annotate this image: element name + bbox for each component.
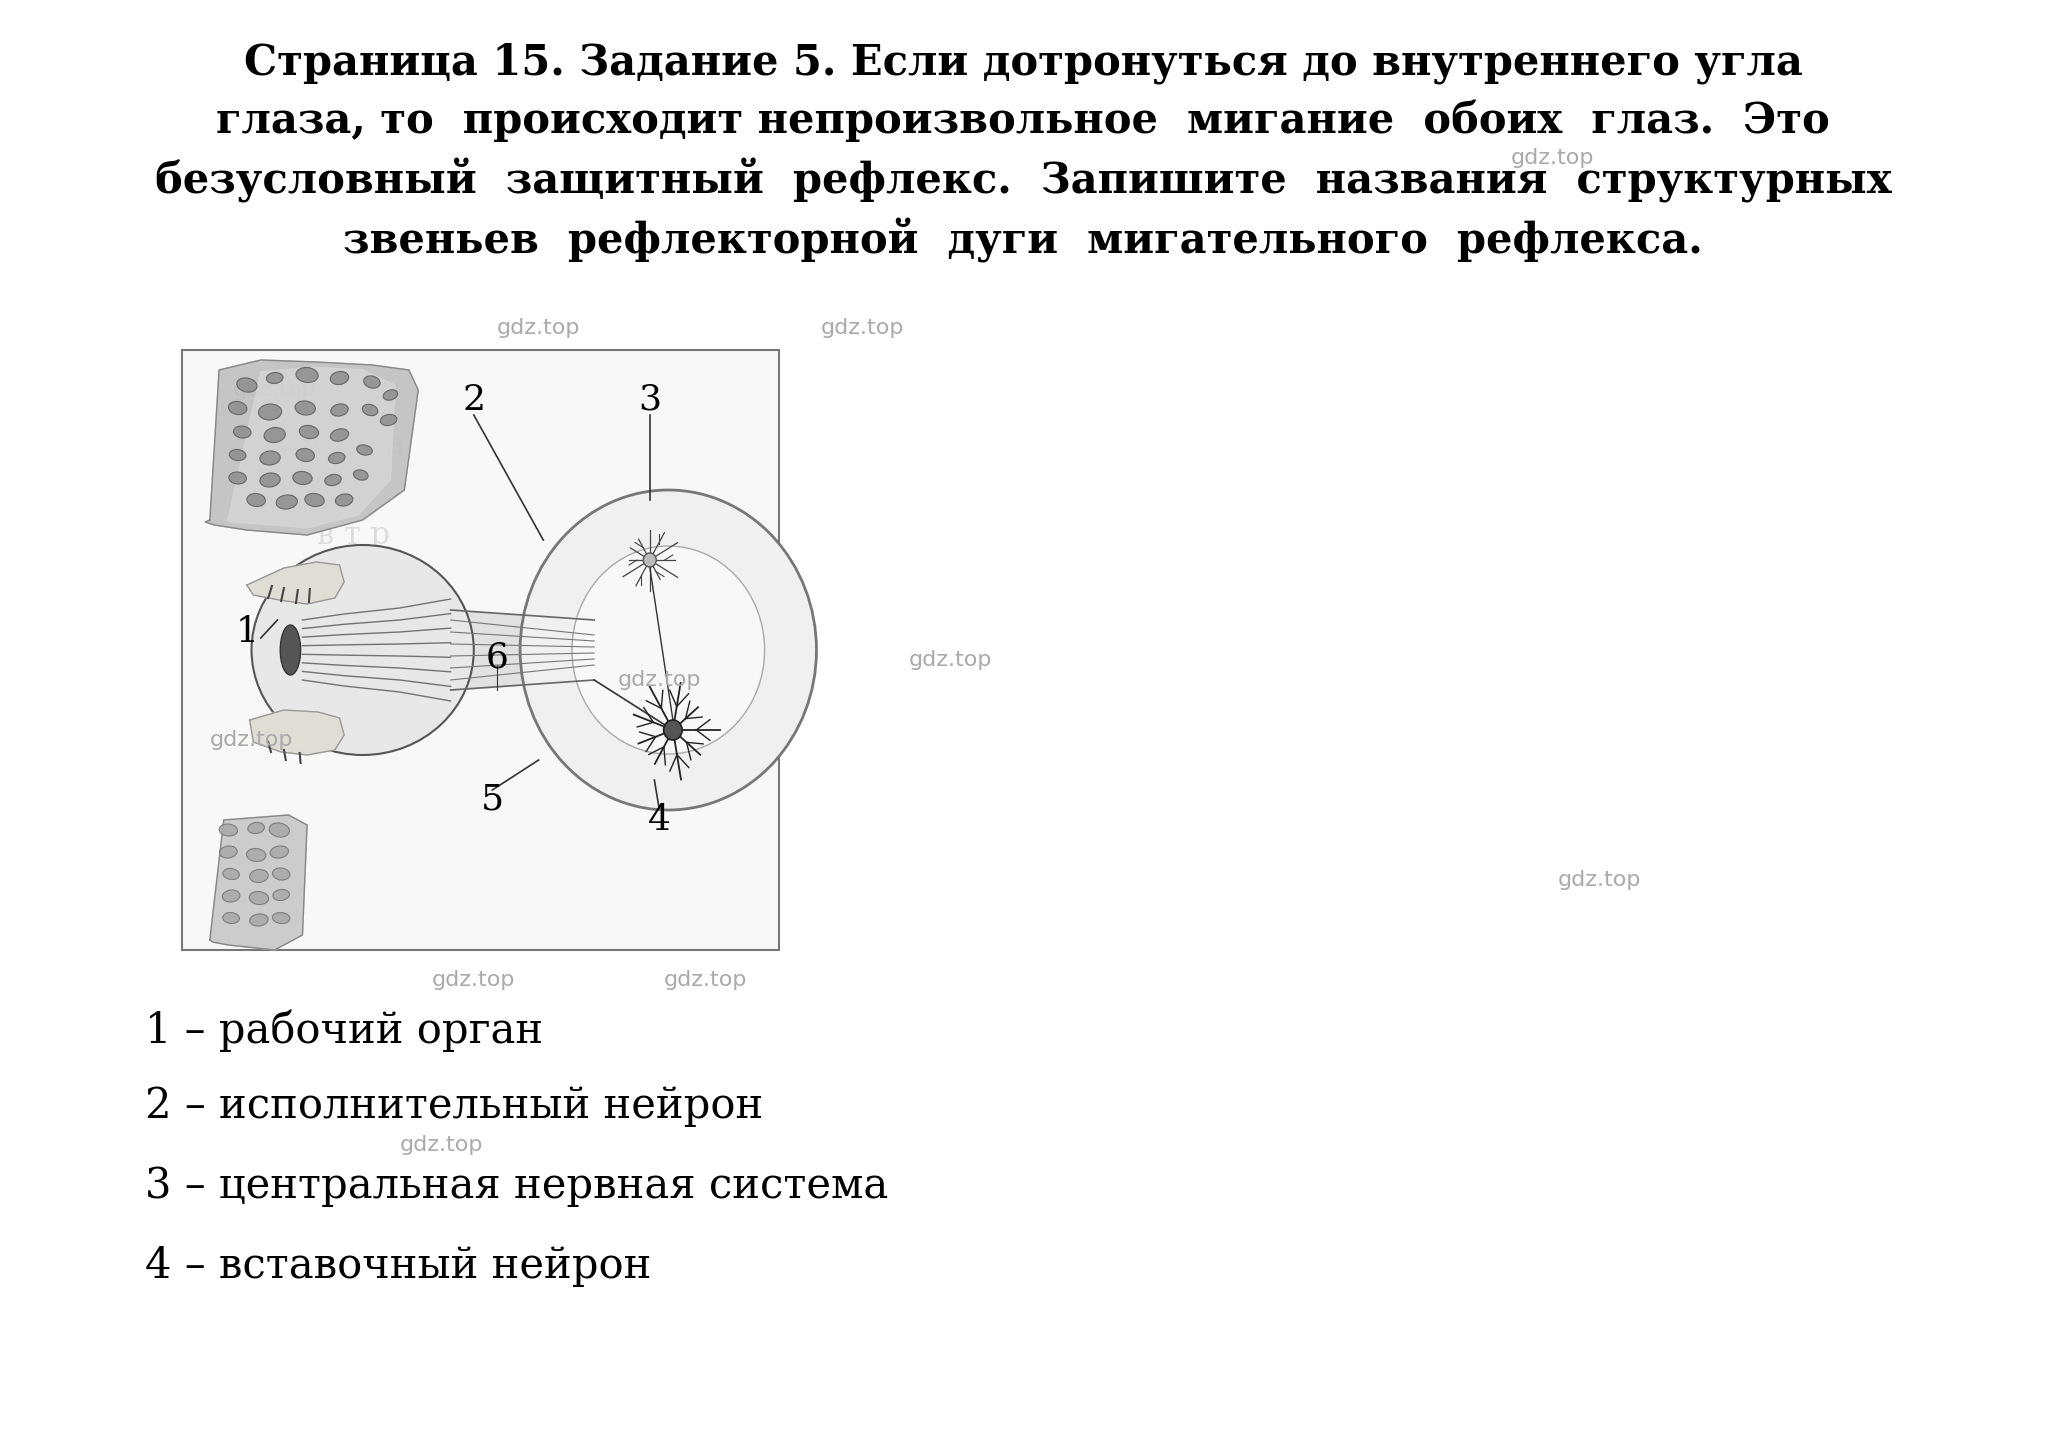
Text: gdz.top: gdz.top xyxy=(1557,870,1641,891)
Ellipse shape xyxy=(272,912,291,924)
Text: о д о б: о д о б xyxy=(301,610,405,641)
Ellipse shape xyxy=(381,414,397,426)
Text: 5: 5 xyxy=(481,783,503,817)
Ellipse shape xyxy=(276,495,297,509)
Ellipse shape xyxy=(293,471,313,484)
Text: звеньев  рефлекторной  дуги  мигательного  рефлекса.: звеньев рефлекторной дуги мигательного р… xyxy=(344,218,1702,263)
Text: gdz.top: gdz.top xyxy=(618,670,702,690)
Ellipse shape xyxy=(219,846,237,859)
Ellipse shape xyxy=(329,372,348,385)
Ellipse shape xyxy=(223,869,239,879)
Text: gdz.top: gdz.top xyxy=(497,318,581,339)
Text: gdz.top: gdz.top xyxy=(1512,148,1594,169)
Ellipse shape xyxy=(260,450,280,465)
Ellipse shape xyxy=(246,849,266,862)
Circle shape xyxy=(573,546,765,754)
Ellipse shape xyxy=(336,494,352,506)
Ellipse shape xyxy=(250,892,268,905)
Polygon shape xyxy=(211,815,307,950)
Text: 4 – вставочный нейрон: 4 – вставочный нейрон xyxy=(145,1245,651,1287)
Ellipse shape xyxy=(329,429,348,442)
Text: в т р: в т р xyxy=(317,520,391,551)
Ellipse shape xyxy=(364,376,381,388)
Ellipse shape xyxy=(354,469,368,479)
Ellipse shape xyxy=(258,404,282,420)
Text: н и т о: н и т о xyxy=(301,700,405,731)
Text: gdz.top: gdz.top xyxy=(908,649,992,670)
Text: 3 – центральная нервная система: 3 – центральная нервная система xyxy=(145,1165,888,1207)
Circle shape xyxy=(520,490,816,809)
Ellipse shape xyxy=(250,869,268,882)
Ellipse shape xyxy=(229,401,248,414)
Polygon shape xyxy=(205,360,417,535)
Text: 6: 6 xyxy=(485,641,507,676)
Ellipse shape xyxy=(305,494,323,507)
Text: 4: 4 xyxy=(647,804,671,837)
Ellipse shape xyxy=(233,426,252,437)
Ellipse shape xyxy=(223,889,239,902)
Text: 2: 2 xyxy=(462,384,485,417)
Polygon shape xyxy=(227,368,395,527)
Text: 1: 1 xyxy=(235,615,258,649)
Ellipse shape xyxy=(223,912,239,924)
Ellipse shape xyxy=(264,427,284,443)
Text: 3: 3 xyxy=(638,384,661,417)
Ellipse shape xyxy=(383,389,397,400)
Ellipse shape xyxy=(299,426,319,439)
Ellipse shape xyxy=(248,822,264,834)
Ellipse shape xyxy=(272,867,291,881)
Ellipse shape xyxy=(270,846,288,859)
Ellipse shape xyxy=(252,545,475,756)
Text: gdz.top: gdz.top xyxy=(432,971,516,989)
Ellipse shape xyxy=(280,625,301,676)
Circle shape xyxy=(663,721,681,740)
Ellipse shape xyxy=(297,368,319,382)
Text: я т р а: я т р а xyxy=(303,430,405,461)
Ellipse shape xyxy=(356,445,372,455)
Ellipse shape xyxy=(266,372,282,384)
Text: безусловный  защитный  рефлекс.  Запишите  названия  структурных: безусловный защитный рефлекс. Запишите н… xyxy=(155,158,1891,203)
Text: 1 – рабочий орган: 1 – рабочий орган xyxy=(145,1010,542,1052)
Ellipse shape xyxy=(260,472,280,487)
Ellipse shape xyxy=(331,404,348,416)
Bar xyxy=(182,350,780,950)
Text: gdz.top: gdz.top xyxy=(233,381,317,400)
Ellipse shape xyxy=(248,494,266,507)
Ellipse shape xyxy=(250,914,268,926)
Ellipse shape xyxy=(325,474,342,485)
Text: Страница 15. Задание 5. Если дотронуться до внутреннего угла: Страница 15. Задание 5. Если дотронуться… xyxy=(243,42,1803,84)
Ellipse shape xyxy=(295,401,315,416)
Text: gdz.top: gdz.top xyxy=(663,971,747,989)
Polygon shape xyxy=(250,711,344,756)
Ellipse shape xyxy=(229,449,246,461)
Text: 2 – исполнительный нейрон: 2 – исполнительный нейрон xyxy=(145,1085,763,1128)
Ellipse shape xyxy=(329,452,346,464)
Polygon shape xyxy=(248,562,344,604)
Ellipse shape xyxy=(270,822,288,837)
Ellipse shape xyxy=(362,404,379,416)
Text: gdz.top: gdz.top xyxy=(399,1135,483,1155)
Ellipse shape xyxy=(219,824,237,835)
Text: gdz.top: gdz.top xyxy=(211,729,293,750)
Circle shape xyxy=(642,554,657,567)
Text: gdz.top: gdz.top xyxy=(820,318,904,339)
Ellipse shape xyxy=(297,449,315,462)
Text: глаза, то  происходит непроизвольное  мигание  обоих  глаз.  Это: глаза, то происходит непроизвольное мига… xyxy=(217,100,1829,142)
Ellipse shape xyxy=(272,889,288,901)
Ellipse shape xyxy=(229,472,246,484)
Ellipse shape xyxy=(237,378,258,392)
